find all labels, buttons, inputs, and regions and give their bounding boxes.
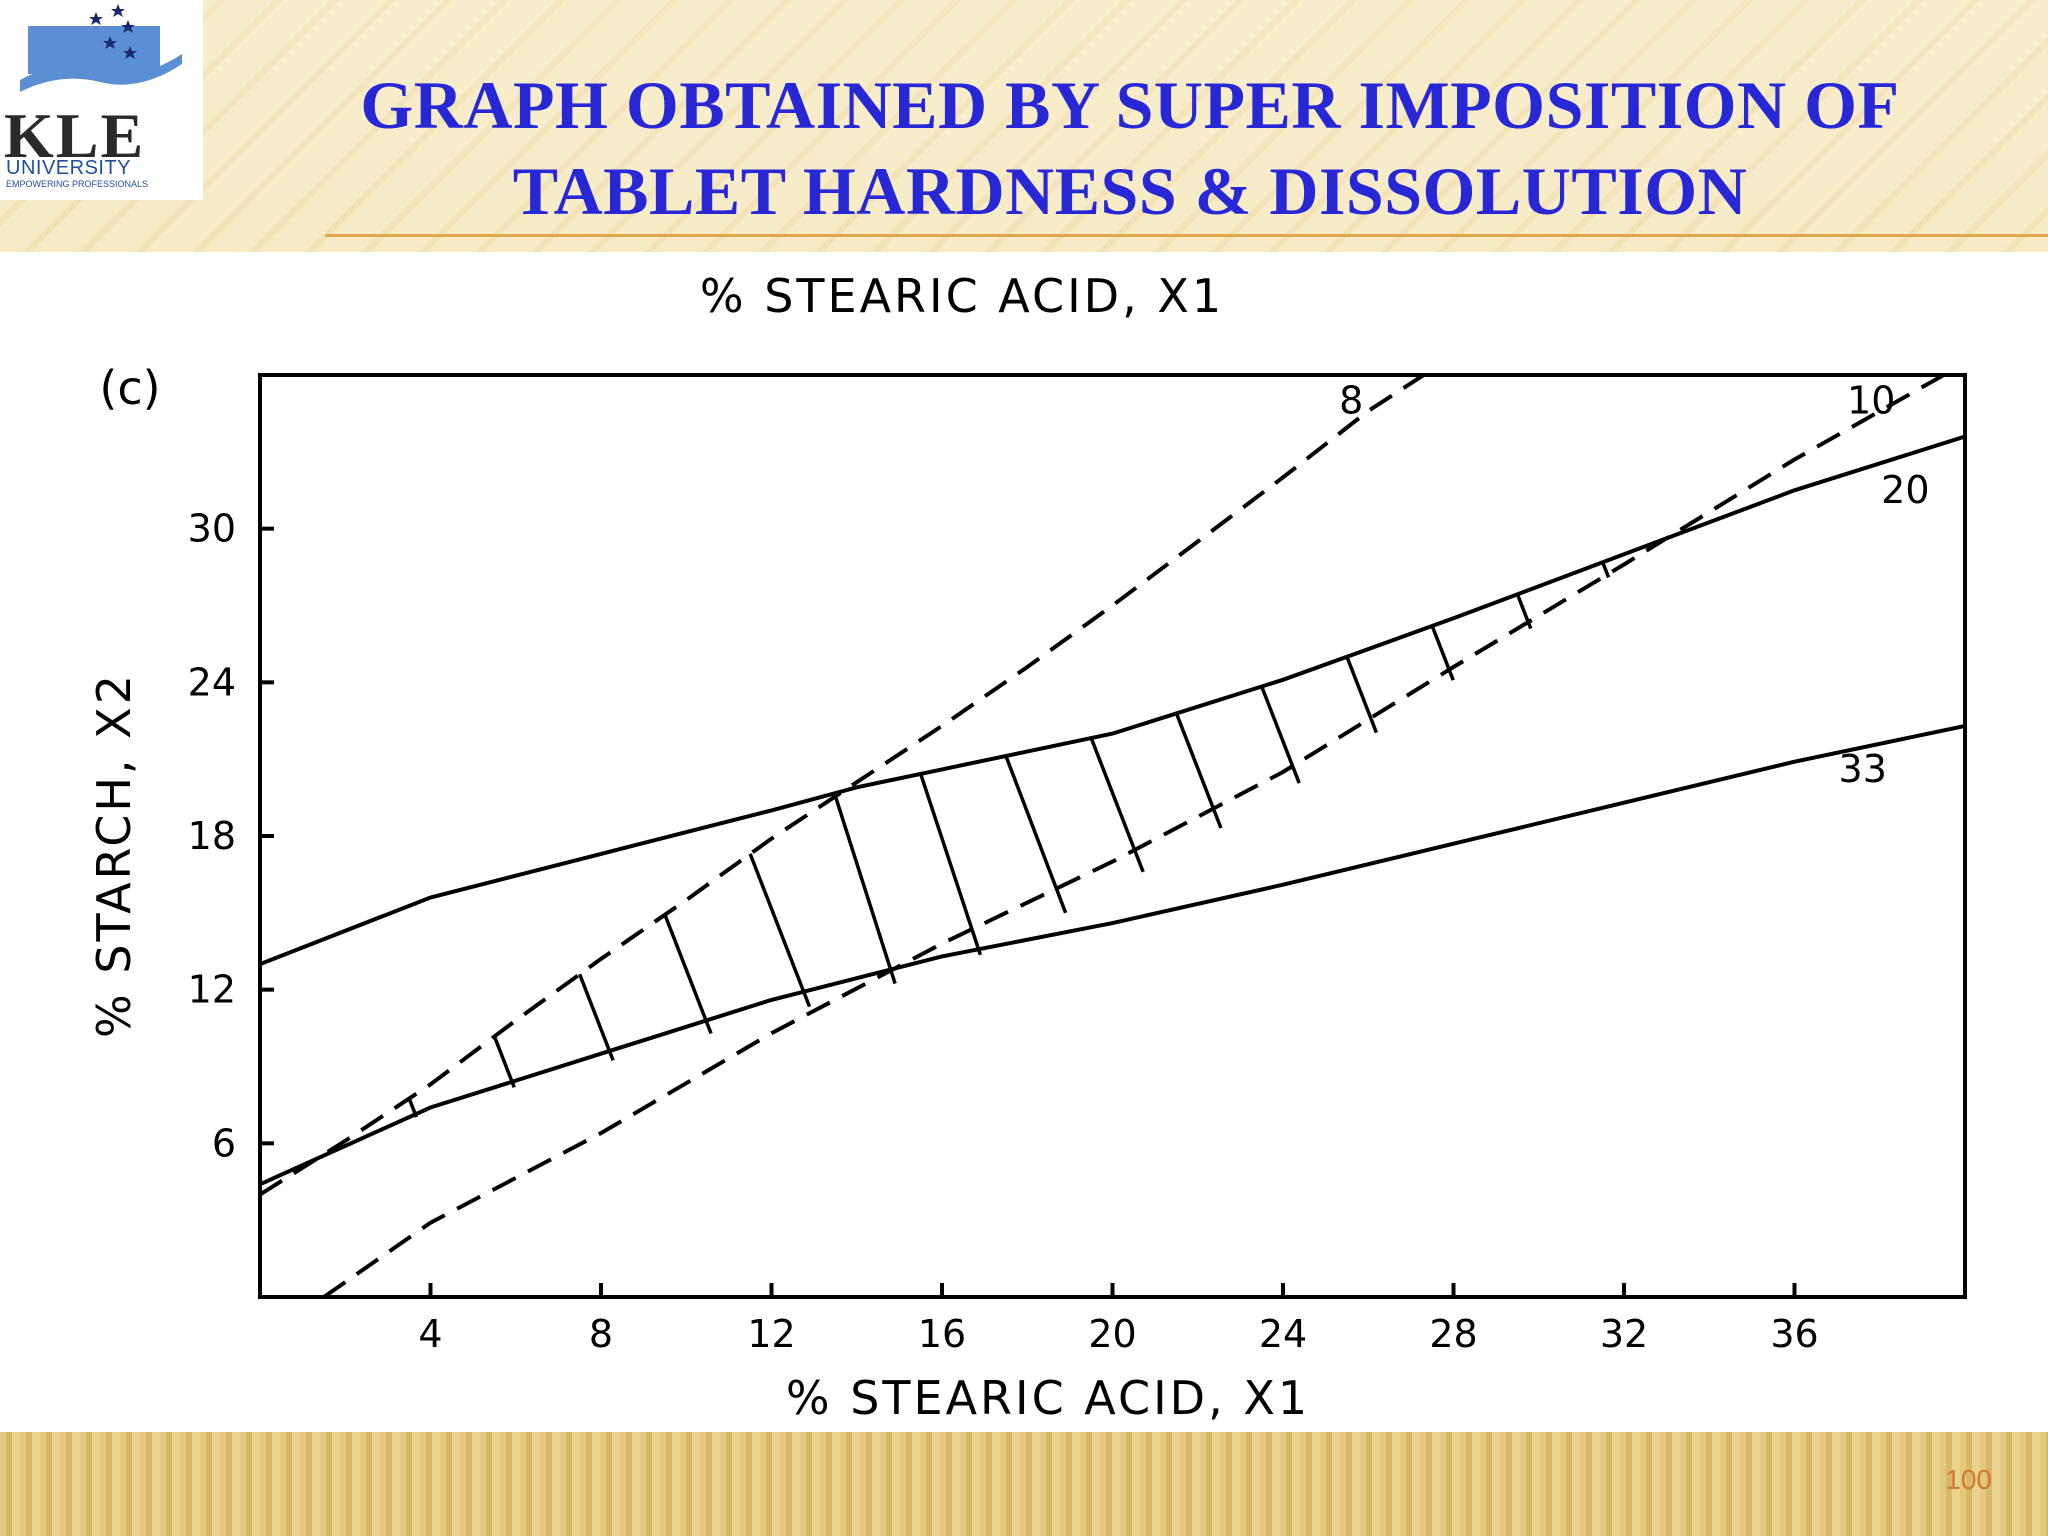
y-tick-label: 30 bbox=[188, 507, 236, 551]
slide-title-line2: TABLET HARDNESS & DISSOLUTION bbox=[512, 153, 1748, 229]
series-label-20: 20 bbox=[1881, 468, 1929, 512]
chart-y-axis-label: % STARCH, X2 bbox=[87, 672, 141, 1038]
hatch-line bbox=[1004, 755, 1068, 914]
series-label-layer: 8 10 20 33 bbox=[1339, 378, 1929, 791]
chart-x-axis-label: % STEARIC ACID, X1 bbox=[786, 1371, 1310, 1425]
x-tick-label: 32 bbox=[1600, 1312, 1648, 1356]
series-label-8: 8 bbox=[1339, 378, 1363, 422]
hatch-line bbox=[833, 795, 897, 985]
hatch-line bbox=[1345, 656, 1379, 734]
hatch-line bbox=[748, 853, 812, 1008]
y-tick-label: 24 bbox=[188, 660, 236, 704]
hatch-line bbox=[492, 1035, 516, 1088]
x-tick-label: 4 bbox=[418, 1312, 442, 1356]
tick-layer: 4 8 12 16 20 24 28 32 36 6 12 18 24 30 bbox=[188, 507, 1819, 1356]
x-tick-label: 36 bbox=[1770, 1312, 1818, 1356]
series-line-20 bbox=[260, 434, 1965, 966]
slide-title-line1: GRAPH OBTAINED BY SUPER IMPOSITION OF bbox=[360, 67, 1900, 143]
hatch-line bbox=[578, 973, 615, 1062]
x-tick-label: 20 bbox=[1088, 1312, 1136, 1356]
logo-emblem-icon bbox=[20, 4, 182, 92]
hatch-line bbox=[1260, 685, 1301, 784]
chart-top-axis-label: % STEARIC ACID, X1 bbox=[700, 269, 1224, 323]
chart-panel-label: (c) bbox=[99, 361, 160, 415]
series-line-33 bbox=[260, 723, 1965, 1187]
x-tick-label: 8 bbox=[589, 1312, 613, 1356]
series-label-10: 10 bbox=[1847, 378, 1895, 422]
page-number: 100 bbox=[1945, 1464, 1992, 1495]
header-rule bbox=[325, 234, 2048, 237]
series-label-33: 33 bbox=[1839, 747, 1887, 791]
slide-title: GRAPH OBTAINED BY SUPER IMPOSITION OF TA… bbox=[220, 62, 2040, 234]
logo-name: KLE bbox=[4, 100, 146, 171]
series-line-10 bbox=[322, 375, 1945, 1297]
x-tick-label: 12 bbox=[747, 1312, 795, 1356]
feasible-region-hatching bbox=[407, 561, 1611, 1118]
hatch-line bbox=[1174, 712, 1223, 829]
x-tick-label: 16 bbox=[918, 1312, 966, 1356]
logo-tagline: EMPOWERING PROFESSIONALS bbox=[6, 179, 149, 189]
hatch-line bbox=[1601, 561, 1611, 578]
plot-frame bbox=[258, 373, 1967, 1299]
x-tick-label: 24 bbox=[1259, 1312, 1307, 1356]
footer-background bbox=[0, 1432, 2048, 1536]
superimposition-chart: % STEARIC ACID, X1 (c) % STEARIC ACID, X… bbox=[87, 269, 1967, 1425]
series-layer bbox=[260, 375, 1965, 1297]
hatch-line bbox=[919, 773, 983, 956]
hatch-line bbox=[663, 914, 713, 1035]
series-line-8 bbox=[260, 375, 1425, 1197]
logo-subtitle: UNIVERSITY bbox=[6, 157, 132, 179]
header-background bbox=[0, 0, 2048, 252]
x-tick-label: 28 bbox=[1429, 1312, 1477, 1356]
y-tick-label: 18 bbox=[188, 814, 236, 858]
y-tick-label: 6 bbox=[212, 1121, 236, 1165]
university-logo: KLE UNIVERSITY EMPOWERING PROFESSIONALS bbox=[0, 0, 203, 200]
y-tick-label: 12 bbox=[188, 968, 236, 1012]
